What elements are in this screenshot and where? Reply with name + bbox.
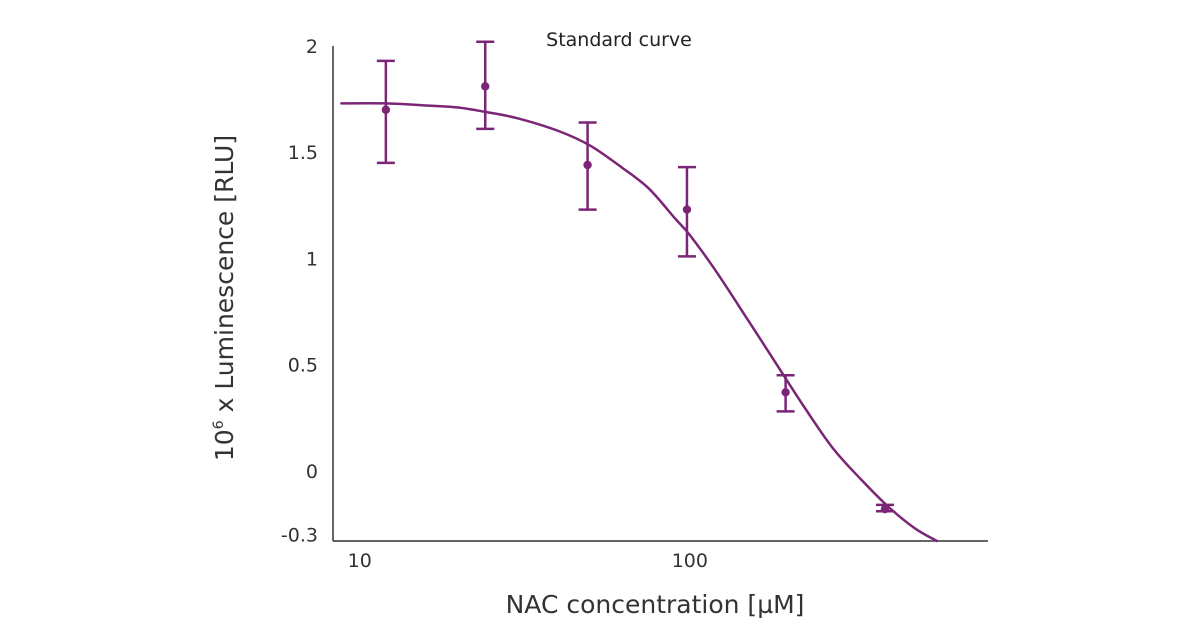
y-tick-label: 0 [306,461,318,483]
x-tick-label: 100 [672,550,708,572]
data-point [381,105,391,114]
data-points [381,82,890,514]
data-point [481,82,490,91]
y-axis-title: 106 x Luminescence [RLU] [210,135,239,461]
x-axis-title: NAC concentration [µM] [506,590,805,619]
y-tick-label: 0.5 [288,355,318,377]
y-tick-label: 1.5 [288,142,318,164]
data-point [880,504,890,514]
y-tick-label: 2 [306,36,318,58]
data-point [583,160,592,170]
fit-curve [340,101,939,543]
x-tick-label: 10 [348,550,372,572]
error-bars [376,40,894,513]
data-point [781,388,790,397]
y-axis-title-rest: x Luminescence [RLU] [210,135,239,420]
data-point [682,205,692,214]
y-tick-labels: 2 1.5 1 0.5 0 -0.3 [281,36,318,547]
y-tick-label: 1 [306,248,318,270]
y-axis-title-exponent: 6 [211,420,227,429]
y-tick-label: -0.3 [281,525,318,547]
y-axis-title-base: 10 [210,429,239,461]
x-tick-labels: 10 100 [348,550,708,572]
chart-title: Standard curve [546,29,692,51]
